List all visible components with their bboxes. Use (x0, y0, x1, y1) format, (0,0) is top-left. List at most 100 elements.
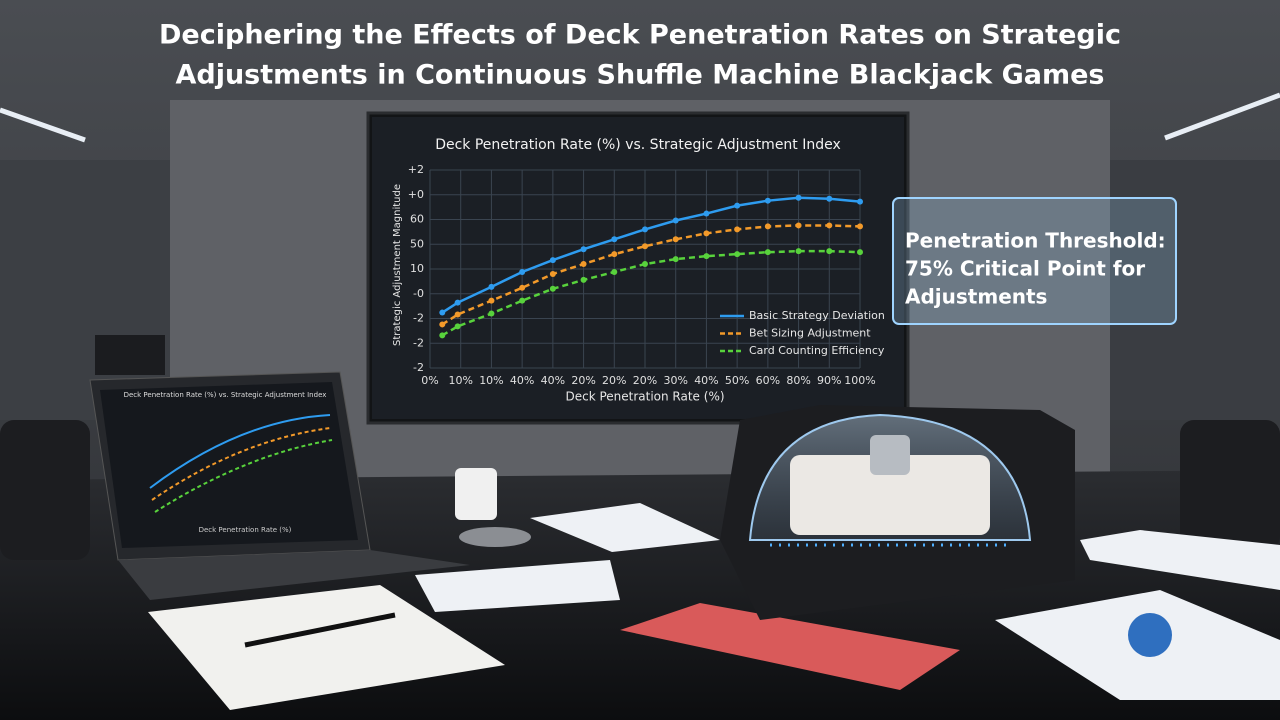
ceiling-light (1164, 92, 1280, 141)
data-point (857, 249, 863, 256)
laptop-line (149, 414, 331, 489)
legend-label: Bet Sizing Adjustment (749, 327, 871, 340)
y-tick-label: -2 (413, 336, 424, 349)
x-tick-label: 80% (786, 374, 810, 387)
data-point (826, 248, 833, 255)
laptop-line (151, 427, 331, 501)
data-point (795, 194, 802, 201)
y-tick-label: -2 (413, 312, 424, 325)
data-point (580, 261, 587, 268)
data-point (703, 210, 710, 217)
spindle (870, 435, 910, 475)
data-point (764, 249, 771, 256)
laptop-line (154, 439, 333, 513)
data-point (672, 256, 679, 263)
data-point (454, 299, 461, 306)
x-tick-label: 50% (725, 374, 749, 387)
series-line (441, 224, 861, 326)
chart: Deck Penetration Rate (%) vs. Strategic … (392, 137, 885, 404)
laptop-keyboard (118, 550, 470, 600)
x-tick-label: 60% (756, 374, 780, 387)
x-tick-label: 10% (479, 374, 503, 387)
data-point (764, 197, 771, 204)
window (1110, 160, 1280, 420)
x-tick-label: 20% (571, 374, 595, 387)
y-tick-label: 60 (410, 213, 424, 226)
x-tick-label: 30% (663, 374, 687, 387)
data-point (454, 323, 461, 330)
monitor (95, 335, 165, 375)
data-point (580, 246, 587, 253)
data-point (857, 223, 863, 230)
data-point (519, 268, 526, 275)
data-point (734, 251, 741, 258)
data-point (734, 202, 741, 209)
data-point (703, 230, 710, 237)
y-tick-label: +0 (408, 188, 424, 201)
chair (0, 420, 90, 560)
x-tick-label: 90% (817, 374, 841, 387)
y-tick-label: 50 (410, 237, 424, 250)
data-point (795, 222, 802, 229)
paper (530, 503, 720, 552)
data-point (488, 297, 495, 304)
data-point (454, 311, 461, 318)
data-point (857, 198, 863, 205)
callout-text: Adjustments (905, 285, 1047, 309)
window (0, 160, 170, 420)
laptop-screen (100, 382, 358, 548)
data-point (672, 217, 679, 224)
data-point (580, 276, 587, 283)
paper (415, 560, 620, 612)
data-point (642, 226, 648, 233)
x-axis-label: Deck Penetration Rate (%) (565, 390, 724, 404)
callout-text: Penetration Threshold: (905, 229, 1166, 253)
pie-icon (1128, 613, 1172, 657)
data-point (611, 268, 618, 275)
data-point (488, 310, 495, 317)
playing-cards (620, 603, 960, 690)
x-tick-label: 10% (448, 374, 472, 387)
data-point (549, 257, 556, 264)
ceiling-light (0, 107, 86, 143)
mouse (459, 527, 531, 547)
x-tick-label: 20% (602, 374, 626, 387)
data-point (519, 284, 526, 291)
legend-label: Basic Strategy Deviation (749, 309, 885, 322)
data-point (549, 285, 556, 292)
data-point (642, 243, 648, 250)
x-tick-label: 100% (844, 374, 875, 387)
laptop-title: Deck Penetration Rate (%) vs. Strategic … (124, 391, 327, 399)
pen (244, 612, 396, 648)
callout-text: 75% Critical Point for (905, 257, 1145, 281)
callout-box (892, 197, 1177, 325)
data-point (519, 297, 526, 304)
data-point (439, 309, 446, 316)
y-axis-label: Strategic Adjustment Magnitude (392, 184, 403, 346)
data-point (764, 223, 771, 230)
legend-label: Card Counting Efficiency (749, 344, 885, 357)
mug (455, 468, 497, 520)
data-point (826, 222, 833, 229)
chart-title: Deck Penetration Rate (%) vs. Strategic … (435, 137, 841, 153)
y-tick-label: 10 (410, 262, 424, 275)
data-point (734, 226, 741, 233)
y-tick-label: -2 (413, 361, 424, 374)
data-point (549, 270, 556, 277)
page-title: Deciphering the Effects of Deck Penetrat… (159, 20, 1121, 51)
laptop-x-label: Deck Penetration Rate (%) (199, 526, 292, 534)
x-tick-label: 20% (633, 374, 657, 387)
y-tick-label: -0 (413, 287, 424, 300)
data-point (642, 261, 648, 268)
x-tick-label: 40% (510, 374, 534, 387)
data-point (703, 253, 710, 260)
data-point (672, 236, 679, 243)
y-tick-label: +2 (408, 163, 424, 176)
paper (1080, 530, 1280, 590)
data-point (611, 236, 618, 243)
data-point (488, 283, 495, 290)
data-point (611, 251, 618, 258)
notepad (148, 585, 505, 710)
data-point (439, 332, 446, 339)
